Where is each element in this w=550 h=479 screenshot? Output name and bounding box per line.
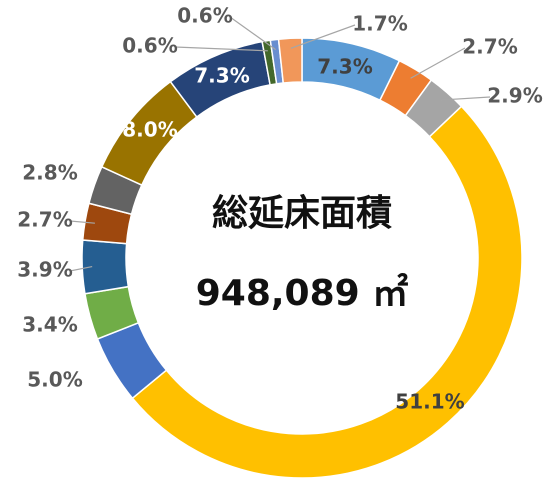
leader-line: [440, 96, 491, 101]
center-value: 948,089 ㎡: [196, 272, 409, 314]
leader-line: [229, 16, 277, 51]
data-label: 8.0%: [122, 118, 177, 142]
data-label: 7.3%: [194, 64, 249, 88]
data-label: 51.1%: [395, 390, 464, 414]
data-label: 3.4%: [22, 313, 77, 337]
leader-line: [69, 265, 93, 272]
data-label: 0.6%: [122, 34, 177, 58]
data-label: 5.0%: [27, 368, 82, 392]
center-title: 総延床面積: [212, 193, 392, 234]
donut-segment: [131, 105, 523, 479]
leader-line: [69, 220, 95, 224]
data-label: 2.9%: [487, 84, 542, 108]
data-label: 3.9%: [17, 258, 72, 282]
leader-line: [410, 47, 466, 79]
leader-line: [174, 46, 268, 52]
data-label: 1.7%: [352, 12, 407, 36]
data-label: 2.7%: [462, 35, 517, 59]
leader-line: [290, 24, 356, 49]
data-label: 2.7%: [17, 208, 72, 232]
data-label: 2.8%: [22, 161, 77, 185]
data-label: 7.3%: [317, 55, 372, 79]
data-label: 0.6%: [177, 4, 232, 28]
donut-segment: [277, 37, 303, 84]
